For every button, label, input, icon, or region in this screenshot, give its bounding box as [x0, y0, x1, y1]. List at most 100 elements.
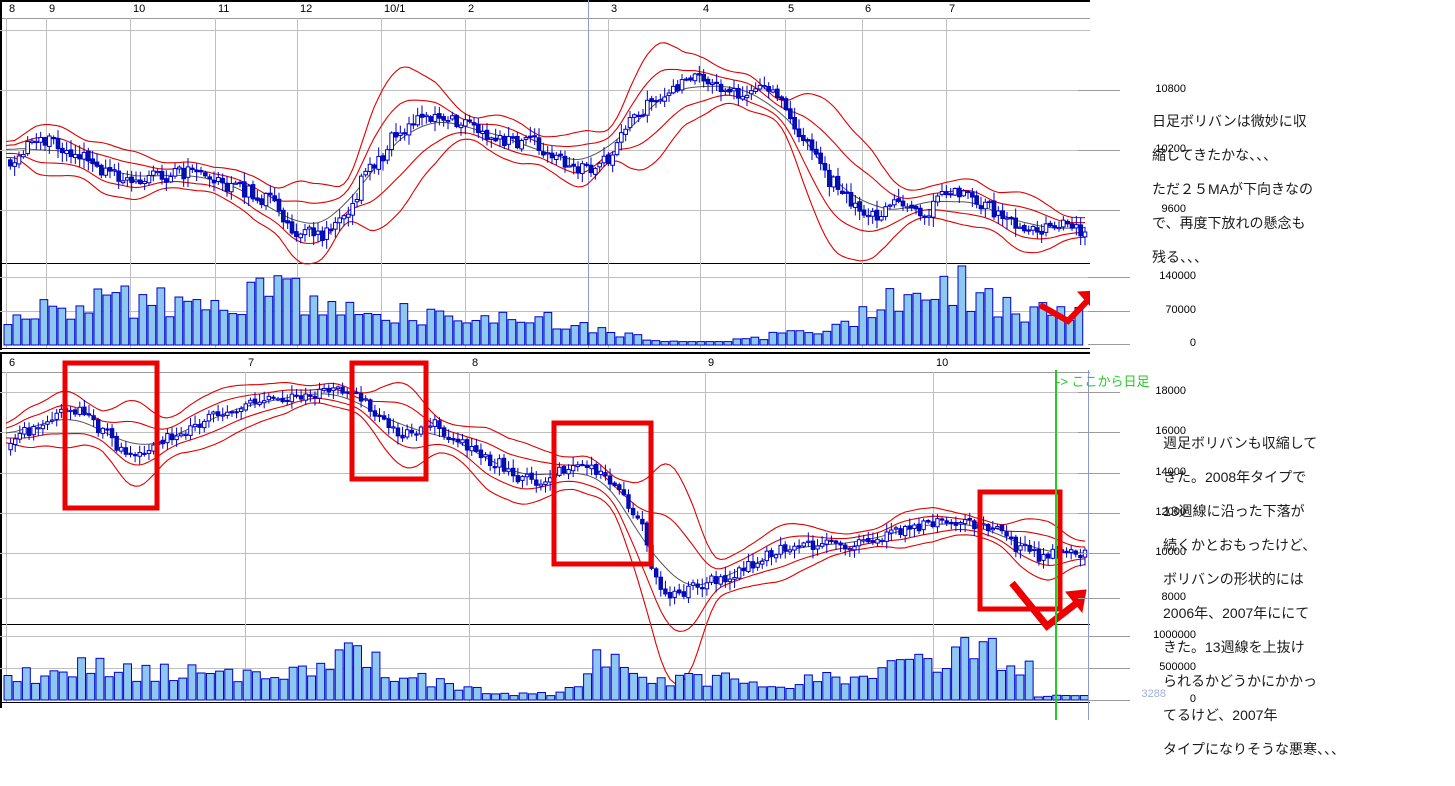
- volume-separator: [0, 263, 1090, 264]
- x-gridline: [946, 18, 947, 348]
- daily-start-marker-label: -> ここから日足: [1056, 374, 1150, 389]
- y-gridline: [0, 311, 1090, 312]
- note-line: 続くかとおもったけど、: [1163, 537, 1317, 553]
- x-gridline: [469, 372, 470, 702]
- x-axis-tick-label: 8: [9, 3, 16, 15]
- last-value-label: 3288: [1141, 688, 1166, 700]
- y-tick-leader: [1078, 210, 1120, 211]
- y-gridline: [0, 277, 1090, 278]
- x-axis-tick-label: 8: [472, 357, 479, 369]
- y-axis-tick-label: 14000: [1155, 466, 1186, 478]
- note-line: で、再度下放れの懸念も: [1152, 215, 1306, 231]
- y-gridline: [0, 668, 1090, 669]
- x-axis-tick-label: 12: [300, 3, 313, 15]
- x-axis-tick-label: 5: [788, 3, 795, 15]
- y-axis-tick-label: 10200: [1155, 143, 1186, 155]
- x-gridline: [700, 18, 701, 348]
- note-line: 週足ボリバンも収縮して: [1163, 435, 1318, 451]
- note-line: 13週線に沿った下落が: [1163, 503, 1305, 519]
- x-gridline: [465, 18, 466, 348]
- y-tick-leader: [1088, 344, 1130, 345]
- y-axis-tick-label: 500000: [1159, 661, 1196, 673]
- cursor-vline[interactable]: [588, 0, 589, 348]
- y-tick-leader: [1088, 636, 1130, 637]
- y-tick-leader: [1078, 553, 1120, 554]
- panel-left-border: [0, 0, 2, 350]
- highlight-box-3: [551, 420, 654, 567]
- weekly-chart-panel[interactable]: 6 7 8 9 10: [0, 352, 1090, 720]
- y-gridline: [0, 392, 1090, 393]
- y-tick-leader: [1088, 311, 1130, 312]
- note-line: きた。2008年タイプで: [1163, 469, 1307, 485]
- xaxis-baseline-2: [0, 372, 1090, 373]
- y-tick-leader: [1078, 513, 1120, 514]
- panel-bottom-border: [0, 348, 1090, 349]
- x-gridline: [6, 372, 7, 702]
- x-gridline: [46, 18, 47, 348]
- y-gridline: [0, 473, 1090, 474]
- y-tick-leader: [1088, 277, 1130, 278]
- x-axis-tick-label: 6: [865, 3, 872, 15]
- y-axis-tick-label: 140000: [1159, 270, 1196, 282]
- daily-chart-panel[interactable]: 8 9 10 11 12 10/1 2 3 4 5 6 7: [0, 0, 1090, 350]
- y-axis-tick-label: 1000000: [1153, 629, 1196, 641]
- note-line: られるかどうかにかかっ: [1163, 673, 1317, 689]
- y-gridline: [0, 432, 1090, 433]
- x-axis-tick-label: 6: [9, 357, 16, 369]
- note-line: 残る、、、: [1152, 249, 1208, 265]
- y-axis-tick-label: 18000: [1155, 385, 1186, 397]
- x-axis-tick-label: 2: [468, 3, 475, 15]
- y-axis-tick-label: 9600: [1161, 203, 1186, 215]
- weekly-annotation-arrow: [1009, 580, 1087, 631]
- highlight-box-2: [349, 360, 429, 482]
- y-gridline: [0, 210, 1090, 211]
- x-gridline: [6, 18, 7, 348]
- x-gridline: [381, 18, 382, 348]
- x-axis-tick-label: 11: [218, 3, 230, 15]
- y-gridline: [0, 598, 1090, 599]
- cursor-vline-2[interactable]: [1088, 370, 1089, 720]
- panel-top-border-2: [0, 352, 1090, 354]
- highlight-box-1: [62, 360, 160, 511]
- x-axis-tick-label: 10: [936, 357, 949, 369]
- xaxis-baseline: [0, 18, 1090, 19]
- panel-top-border: [0, 0, 1090, 2]
- daily-start-marker-line[interactable]: [1055, 370, 1057, 720]
- x-gridline: [297, 18, 298, 348]
- y-gridline: [0, 90, 1090, 91]
- highlight-box-4: [977, 489, 1063, 612]
- note-line: 日足ボリバンは微妙に収: [1152, 113, 1307, 129]
- y-axis-tick-label: 70000: [1165, 304, 1196, 316]
- y-gridline: [0, 636, 1090, 637]
- x-axis-tick-label: 9: [708, 357, 715, 369]
- y-tick-leader: [1078, 598, 1120, 599]
- x-gridline: [608, 18, 609, 348]
- y-tick-leader: [1078, 150, 1120, 151]
- note-line: ボリバンの形状的には: [1163, 571, 1304, 587]
- x-axis-tick-label: 3: [611, 3, 618, 15]
- x-axis-tick-label: 7: [248, 357, 255, 369]
- y-axis-tick-label: 8000: [1161, 591, 1186, 603]
- y-gridline: [0, 150, 1090, 151]
- y-tick-leader: [1088, 700, 1130, 701]
- x-gridline: [245, 372, 246, 702]
- x-gridline: [933, 372, 934, 702]
- daily-chart-plot: [3, 42, 1090, 346]
- y-tick-leader: [1078, 473, 1120, 474]
- x-axis-tick-label: 9: [49, 3, 56, 15]
- y-gridline: [0, 513, 1090, 514]
- x-axis-tick-label: 7: [949, 3, 956, 15]
- y-axis-tick-label: 10800: [1155, 83, 1186, 95]
- note-line: ただ２５MAが下向きなの: [1152, 181, 1313, 197]
- y-gridline: [0, 553, 1090, 554]
- y-tick-leader: [1078, 90, 1120, 91]
- panel-bottom-border-2: [0, 702, 1090, 703]
- y-axis-tick-label: 16000: [1155, 425, 1186, 437]
- x-gridline: [862, 18, 863, 348]
- note-line: きた。13週線を上抜け: [1163, 639, 1305, 655]
- x-axis-tick-label: 4: [703, 3, 710, 15]
- y-tick-leader: [1078, 432, 1120, 433]
- y-tick-leader: [1078, 392, 1120, 393]
- y-axis-tick-label: 12000: [1155, 506, 1186, 518]
